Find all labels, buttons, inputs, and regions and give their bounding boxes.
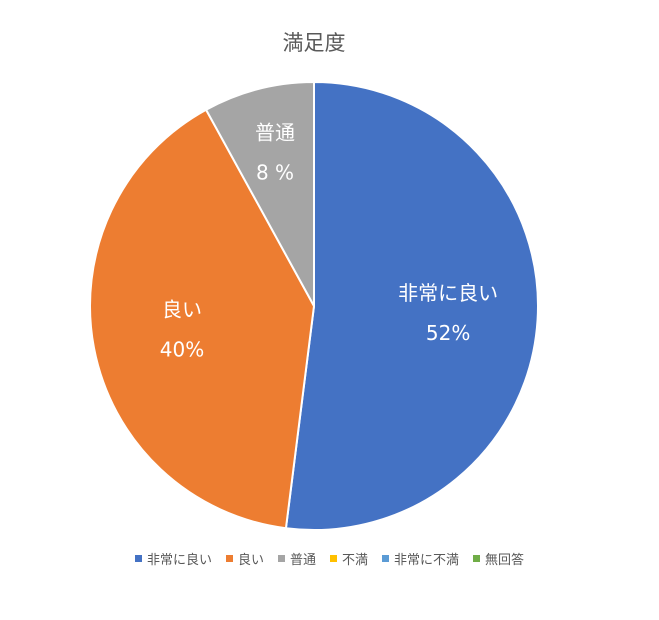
slice-category-label: 普通: [255, 121, 295, 145]
legend-label: 無回答: [485, 553, 525, 568]
legend-label: 非常に良い: [146, 553, 212, 568]
legend-swatch: [382, 555, 390, 562]
legend-label: 普通: [289, 553, 316, 568]
legend-swatch: [225, 555, 233, 562]
legend-item: 非常に不満: [382, 549, 459, 568]
slice-category-label: 良い: [162, 298, 202, 322]
pie-area: 満足度 非常に良い 52% 良い 40% 普通 8 %: [89, 31, 539, 531]
legend-item: 普通: [277, 549, 316, 568]
legend-item: 無回答: [473, 549, 524, 568]
legend-swatch: [134, 555, 142, 562]
value-label: 40%: [160, 338, 204, 362]
legend-item: 良い: [225, 549, 264, 568]
legend-item: 不満: [330, 549, 368, 568]
slice-category-label: 非常に良い: [398, 281, 498, 305]
value-label: 52%: [426, 321, 470, 345]
legend: 非常に良い 良い 普通 不満 非常に不満 無回答: [0, 549, 659, 568]
legend-label: 非常に不満: [394, 553, 460, 568]
pie-slice: [89, 108, 316, 530]
value-label: 8 %: [256, 161, 294, 185]
chart-title: 満足度: [283, 31, 346, 55]
legend-swatch: [473, 555, 481, 562]
pie-slice: [204, 80, 315, 307]
legend-label: 良い: [237, 553, 264, 568]
legend-swatch: [277, 555, 285, 562]
legend-label: 不満: [342, 553, 369, 568]
legend-item: 非常に良い: [134, 549, 212, 568]
legend-swatch: [330, 555, 337, 562]
pie-slice: [284, 80, 539, 531]
